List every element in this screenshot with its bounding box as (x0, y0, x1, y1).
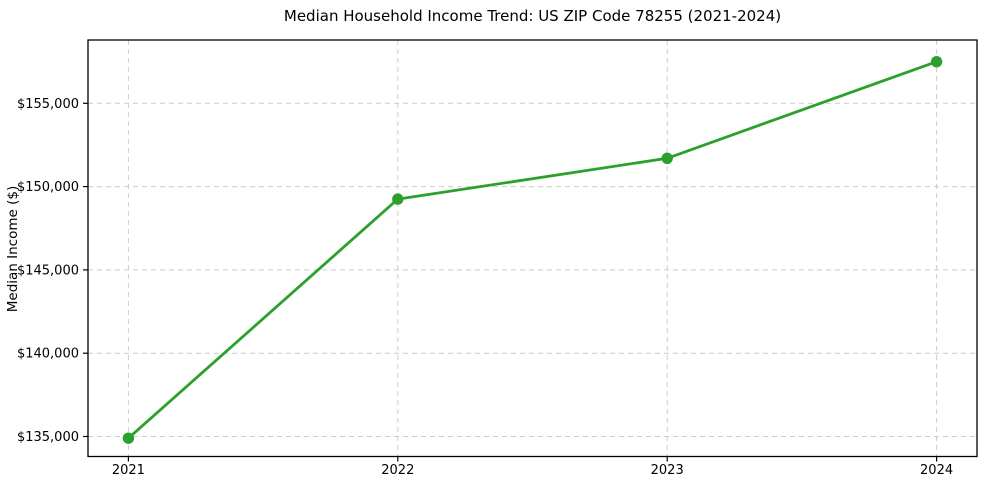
plot-border (87, 39, 978, 458)
x-tick-label: 2021 (112, 463, 145, 478)
data-point-marker (392, 193, 404, 205)
x-tick-label: 2022 (381, 463, 414, 478)
y-tick-label: $140,000 (17, 347, 79, 362)
y-tick-label: $155,000 (17, 97, 79, 112)
trend-line (127, 60, 938, 440)
x-tick-label: 2023 (651, 463, 684, 478)
y-tick-label: $150,000 (17, 180, 79, 195)
data-point-marker (122, 432, 135, 444)
data-point-marker (661, 152, 673, 164)
y-tick-label: $135,000 (17, 430, 79, 445)
chart-title: Median Household Income Trend: US ZIP Co… (283, 7, 782, 25)
y-tick-label: $145,000 (17, 263, 79, 278)
data-point-marker (930, 55, 943, 68)
x-tick-label: 2024 (920, 463, 953, 478)
y-axis-label: Median Income ($) (5, 185, 21, 313)
